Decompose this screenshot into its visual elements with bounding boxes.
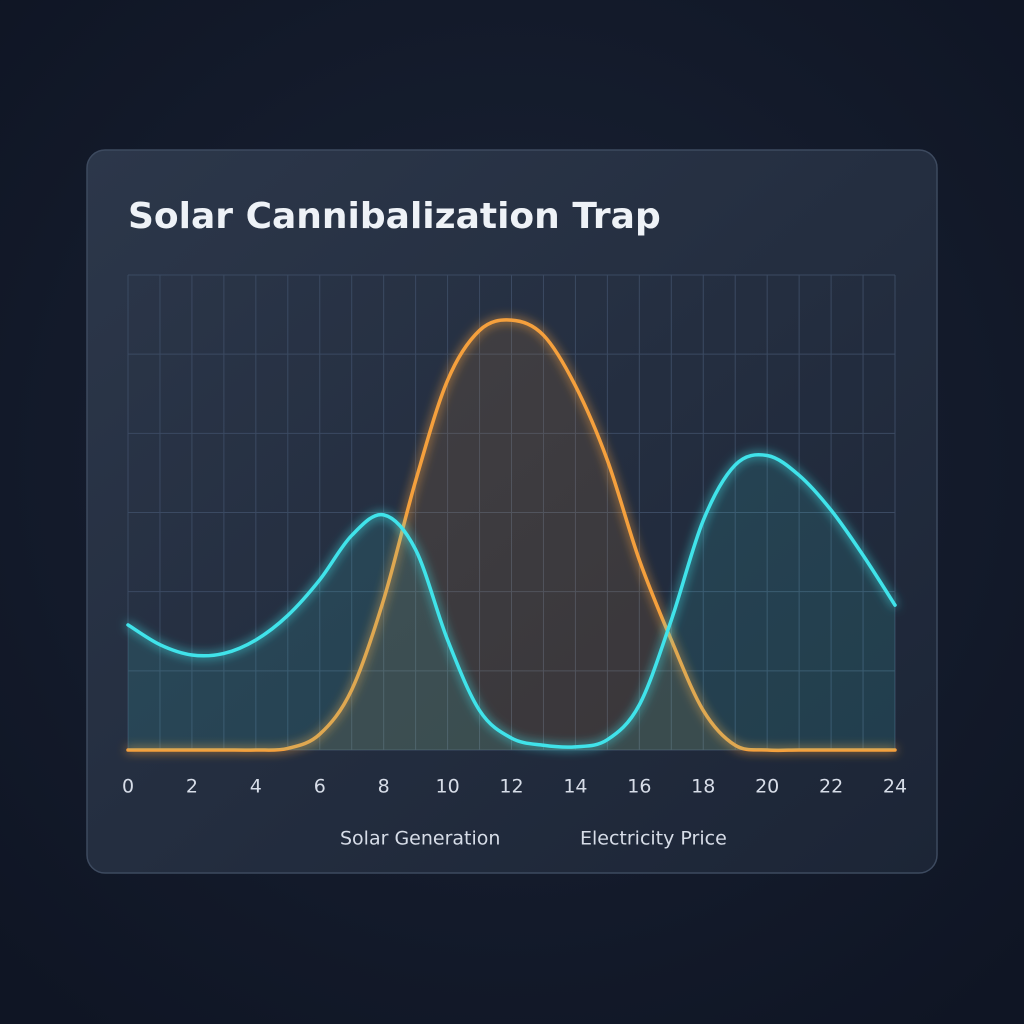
x-tick-label: 4 [250, 776, 262, 798]
plot [126, 318, 897, 753]
x-tick-label: 24 [883, 776, 907, 798]
x-tick-label: 14 [563, 776, 587, 798]
x-tick-label: 6 [314, 776, 326, 798]
area [128, 454, 895, 750]
chart-title: Solar Cannibalization Trap [128, 196, 661, 237]
line [126, 452, 897, 749]
grid: 0 2 4 6 8 10 12 14 16 18 20 22 24 [122, 274, 907, 798]
x-tick-label: 8 [378, 776, 390, 798]
x-tick-label: 12 [499, 776, 523, 798]
x-tick-label: 2 [186, 776, 198, 798]
legend: Solar Generation Electricity Price [296, 828, 727, 850]
x-tick-label: 0 [122, 776, 134, 798]
x-tick-label: 10 [435, 776, 459, 798]
x-tick-label: 16 [627, 776, 651, 798]
x-tick-label: 22 [819, 776, 843, 798]
area [128, 319, 895, 751]
x-tick-label: 18 [691, 776, 715, 798]
legend-label: Solar Generation [340, 828, 500, 850]
line [126, 318, 897, 753]
legend-label: Electricity Price [580, 828, 727, 850]
x-tick-label: 20 [755, 776, 779, 798]
